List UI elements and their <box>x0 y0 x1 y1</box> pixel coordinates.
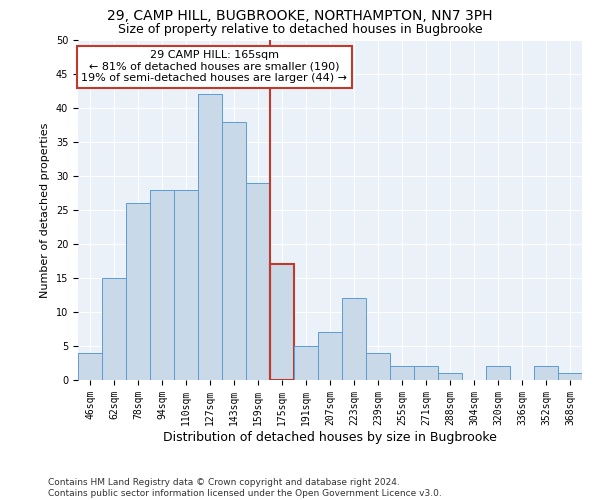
Bar <box>198 94 222 380</box>
Bar <box>222 122 246 380</box>
Bar <box>78 353 102 380</box>
Bar <box>318 332 342 380</box>
Text: Size of property relative to detached houses in Bugbrooke: Size of property relative to detached ho… <box>118 22 482 36</box>
Bar <box>270 264 294 380</box>
Bar <box>102 278 126 380</box>
Text: 29 CAMP HILL: 165sqm
← 81% of detached houses are smaller (190)
19% of semi-deta: 29 CAMP HILL: 165sqm ← 81% of detached h… <box>81 50 347 84</box>
Bar <box>558 373 582 380</box>
Bar <box>294 346 318 380</box>
Bar <box>414 366 438 380</box>
Text: 29, CAMP HILL, BUGBROOKE, NORTHAMPTON, NN7 3PH: 29, CAMP HILL, BUGBROOKE, NORTHAMPTON, N… <box>107 9 493 23</box>
Text: Contains HM Land Registry data © Crown copyright and database right 2024.
Contai: Contains HM Land Registry data © Crown c… <box>48 478 442 498</box>
Y-axis label: Number of detached properties: Number of detached properties <box>40 122 50 298</box>
Bar <box>534 366 558 380</box>
Bar <box>150 190 174 380</box>
Bar <box>438 373 462 380</box>
X-axis label: Distribution of detached houses by size in Bugbrooke: Distribution of detached houses by size … <box>163 430 497 444</box>
Bar <box>174 190 198 380</box>
Bar <box>366 353 390 380</box>
Bar <box>246 183 270 380</box>
Bar <box>486 366 510 380</box>
Bar <box>342 298 366 380</box>
Bar <box>390 366 414 380</box>
Bar <box>126 203 150 380</box>
